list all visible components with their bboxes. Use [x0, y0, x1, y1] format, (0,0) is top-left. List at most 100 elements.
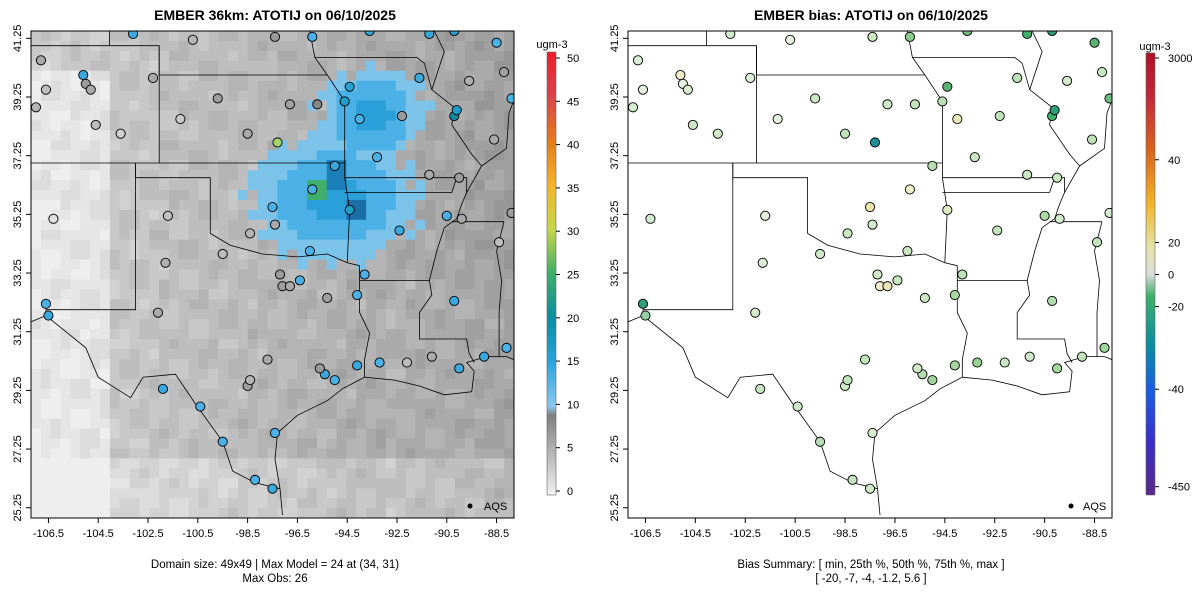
grid-cell	[376, 368, 387, 380]
grid-cell	[326, 329, 338, 340]
station-marker	[424, 31, 435, 39]
grid-cell	[129, 259, 141, 271]
grid-cell	[149, 60, 160, 72]
bias-marker	[632, 55, 644, 66]
grid-cell	[326, 40, 338, 52]
grid-cell	[257, 219, 269, 231]
grid-cell	[464, 160, 476, 171]
grid-cell	[31, 219, 42, 231]
grid-cell	[464, 90, 476, 102]
grid-cell	[80, 110, 91, 122]
grid-cell	[60, 388, 72, 400]
grid-cell	[60, 70, 72, 82]
y-tick-label: 35.25	[12, 201, 24, 229]
bias-marker	[994, 111, 1005, 122]
grid-cell	[178, 150, 190, 161]
grid-cell	[356, 309, 367, 320]
grid-cell	[80, 488, 91, 499]
grid-cell	[159, 120, 170, 131]
grid-cell	[287, 478, 298, 489]
grid-cell	[454, 458, 466, 469]
grid-cell	[366, 90, 377, 102]
grid-cell	[247, 239, 259, 251]
grid-cell	[257, 299, 269, 310]
grid-cell	[40, 219, 52, 231]
grid-cell	[454, 219, 466, 231]
grid-cell	[149, 40, 160, 52]
grid-cell	[385, 319, 397, 330]
grid-cell	[376, 329, 387, 340]
grid-cell	[425, 418, 436, 430]
station-marker	[269, 427, 281, 438]
grid-cell	[504, 80, 514, 92]
grid-cell	[228, 140, 239, 151]
grid-cell	[454, 259, 466, 271]
grid-cell	[80, 199, 91, 211]
grid-cell	[494, 150, 505, 161]
grid-cell	[90, 319, 101, 330]
left-legend-unit: ugm-3	[536, 39, 567, 51]
grid-cell	[287, 428, 298, 440]
grid-cell	[119, 508, 131, 518]
grid-cell	[40, 160, 52, 171]
grid-cell	[247, 249, 259, 261]
grid-cell	[376, 418, 387, 430]
grid-cell	[504, 358, 514, 370]
grid-cell	[129, 408, 141, 420]
grid-cell	[385, 100, 397, 112]
grid-cell	[336, 398, 348, 410]
grid-cell	[149, 180, 160, 191]
grid-cell	[435, 90, 446, 102]
grid-cell	[60, 309, 72, 320]
grid-cell	[188, 40, 200, 52]
grid-cell	[415, 428, 426, 440]
state-boundary	[942, 163, 948, 263]
grid-cell	[366, 160, 377, 171]
grid-cell	[326, 249, 338, 261]
grid-cell	[218, 90, 229, 102]
grid-cell	[198, 60, 210, 72]
grid-cell	[405, 229, 417, 241]
grid-cell	[504, 438, 514, 450]
grid-cell	[247, 448, 259, 459]
grid-cell	[454, 498, 466, 509]
grid-cell	[257, 378, 269, 390]
grid-cell	[228, 269, 239, 281]
grid-cell	[425, 259, 436, 271]
grid-cell	[60, 170, 72, 181]
grid-cell	[405, 90, 417, 102]
grid-cell	[454, 180, 466, 191]
grid-cell	[178, 368, 190, 380]
grid-cell	[405, 100, 417, 112]
grid-cell	[100, 358, 111, 370]
grid-cell	[385, 428, 397, 440]
grid-cell	[464, 388, 476, 400]
bias-marker	[1024, 351, 1035, 362]
grid-cell	[376, 378, 387, 390]
grid-cell	[238, 31, 249, 42]
grid-cell	[208, 319, 219, 330]
grid-cell	[366, 199, 377, 211]
grid-cell	[70, 60, 81, 72]
grid-cell	[80, 309, 91, 320]
grid-cell	[356, 388, 367, 400]
grid-cell	[100, 339, 111, 350]
grid-cell	[257, 279, 269, 291]
grid-cell	[109, 388, 121, 400]
grid-cell	[336, 408, 348, 420]
grid-cell	[464, 438, 476, 450]
grid-cell	[297, 130, 308, 141]
grid-cell	[277, 428, 288, 440]
grid-cell	[100, 249, 111, 261]
grid-cell	[356, 428, 367, 440]
grid-cell	[425, 90, 436, 102]
y-tick-label: 41.25	[609, 25, 621, 53]
grid-cell	[484, 388, 495, 400]
grid-cell	[40, 349, 52, 360]
grid-cell	[31, 358, 42, 370]
grid-cell	[445, 80, 456, 92]
grid-cell	[31, 488, 42, 499]
grid-cell	[159, 398, 170, 410]
grid-cell	[435, 150, 446, 161]
grid-cell	[100, 190, 111, 201]
